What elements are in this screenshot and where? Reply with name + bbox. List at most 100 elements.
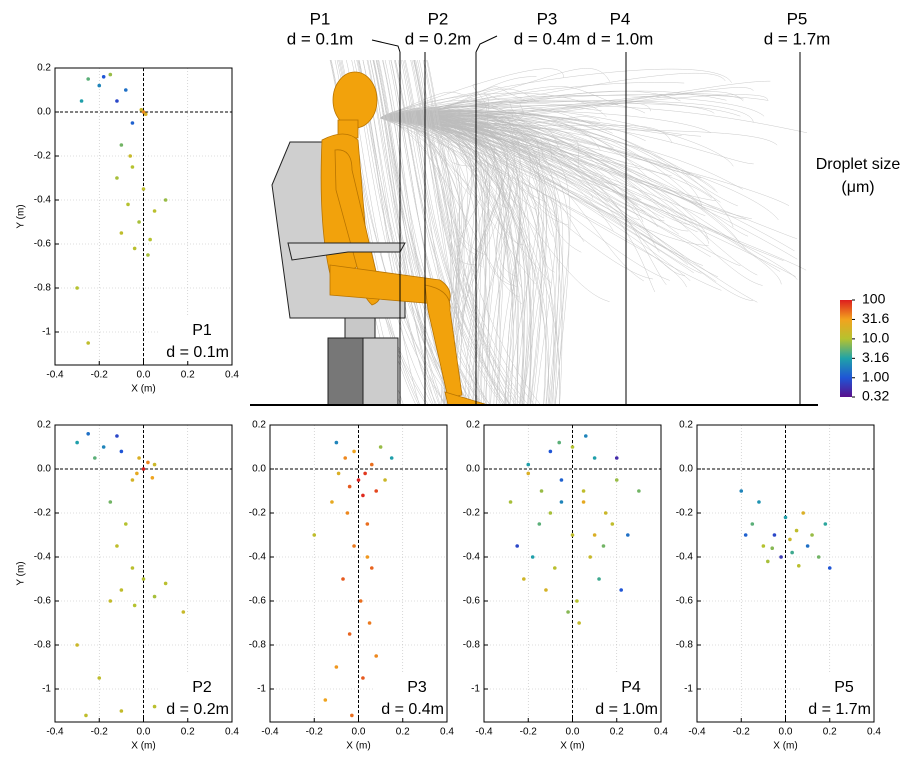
droplet <box>766 560 770 564</box>
x-tick-label: 0.2 <box>610 727 624 738</box>
droplet <box>615 478 619 482</box>
droplet <box>137 456 141 460</box>
droplet <box>102 75 106 79</box>
droplet <box>131 478 135 482</box>
droplet <box>357 478 361 482</box>
x-tick-label: 0.2 <box>396 727 410 738</box>
x-tick-label: 0.0 <box>137 370 151 381</box>
y-tick-label: -0.4 <box>34 195 52 206</box>
panel-distance: d = 0.2m <box>166 701 229 718</box>
droplet <box>582 500 586 504</box>
droplet <box>139 108 143 112</box>
droplet <box>137 220 141 224</box>
colorbar-tick-label: 10.0 <box>862 330 889 346</box>
y-tick-label: -0.2 <box>34 508 52 519</box>
x-tick-label: -0.2 <box>91 370 109 381</box>
droplet <box>146 461 150 465</box>
droplet <box>593 456 597 460</box>
droplet <box>604 511 608 515</box>
x-axis-label: X (m) <box>560 741 584 752</box>
droplet <box>142 577 146 581</box>
position-label: P5 <box>787 9 808 28</box>
panel-distance: d = 0.1m <box>166 344 229 361</box>
droplet <box>817 555 821 559</box>
colorbar-tick-label: 100 <box>862 291 886 307</box>
droplet <box>84 714 88 718</box>
droplet <box>151 476 155 480</box>
droplet <box>348 632 352 636</box>
colorbar-tick-label: 0.32 <box>862 388 889 404</box>
droplet <box>75 441 79 445</box>
droplet <box>144 112 148 116</box>
panel-label: P1 <box>192 322 212 339</box>
droplet <box>363 472 367 476</box>
y-tick-label: -0.2 <box>249 508 267 519</box>
droplet <box>120 588 124 592</box>
droplet <box>361 494 365 498</box>
droplet <box>128 154 132 158</box>
y-axis-label: Y (m) <box>16 561 27 585</box>
y-tick-label: 0.2 <box>679 420 693 431</box>
position-distance: d = 0.2m <box>405 29 472 48</box>
y-tick-label: -1 <box>42 327 51 338</box>
scatter-panel: -0.4-0.20.00.20.40.20.0-0.2-0.4-0.6-0.8-… <box>676 420 882 752</box>
position-label: P4 <box>610 9 631 28</box>
droplet <box>560 500 564 504</box>
leader <box>372 40 400 52</box>
x-tick-label: -0.2 <box>520 727 538 738</box>
droplet <box>337 472 341 476</box>
droplet <box>330 500 334 504</box>
y-tick-label: -0.4 <box>676 552 694 563</box>
y-tick-label: -0.2 <box>676 508 694 519</box>
droplet <box>370 463 374 467</box>
position-distance: d = 0.1m <box>287 29 354 48</box>
droplet <box>120 231 124 235</box>
panel-distance: d = 1.7m <box>808 701 871 718</box>
droplet <box>751 522 755 526</box>
x-tick-label: -0.4 <box>46 370 64 381</box>
droplet <box>515 544 519 548</box>
droplet <box>120 709 124 713</box>
y-tick-label: 0.2 <box>37 63 51 74</box>
droplet <box>571 445 575 449</box>
y-tick-label: -1 <box>684 684 693 695</box>
droplet <box>359 599 363 603</box>
droplet <box>343 456 347 460</box>
droplet <box>142 187 146 191</box>
y-tick-label: 0.0 <box>37 464 51 475</box>
x-axis-label: X (m) <box>131 741 155 752</box>
droplet <box>120 450 124 454</box>
chair-base-dark <box>328 338 363 405</box>
x-tick-label: -0.2 <box>733 727 751 738</box>
x-tick-label: 0.4 <box>440 727 454 738</box>
chair-post <box>345 318 375 338</box>
droplet <box>361 676 365 680</box>
x-tick-label: 0.2 <box>823 727 837 738</box>
droplet <box>335 665 339 669</box>
colorbar-title-1: Droplet size <box>816 156 901 173</box>
droplet <box>93 456 97 460</box>
droplet <box>828 566 832 570</box>
droplet <box>522 577 526 581</box>
droplet <box>575 599 579 603</box>
droplet <box>109 500 113 504</box>
droplet <box>124 88 128 92</box>
colorbar-tick-label: 1.00 <box>862 368 889 384</box>
droplet <box>788 538 792 542</box>
droplet <box>115 544 119 548</box>
x-axis-label: X (m) <box>131 384 155 395</box>
droplet <box>126 203 130 207</box>
y-tick-label: -0.6 <box>463 596 481 607</box>
droplet <box>566 610 570 614</box>
panel-distance: d = 0.4m <box>381 701 444 718</box>
y-tick-label: -0.8 <box>34 640 52 651</box>
x-tick-label: 0.2 <box>181 727 195 738</box>
droplet <box>146 253 150 257</box>
droplet <box>810 533 814 537</box>
droplet <box>544 588 548 592</box>
y-tick-label: -0.8 <box>249 640 267 651</box>
droplet <box>577 621 581 625</box>
y-tick-label: -0.8 <box>463 640 481 651</box>
position-label: P1 <box>310 9 331 28</box>
